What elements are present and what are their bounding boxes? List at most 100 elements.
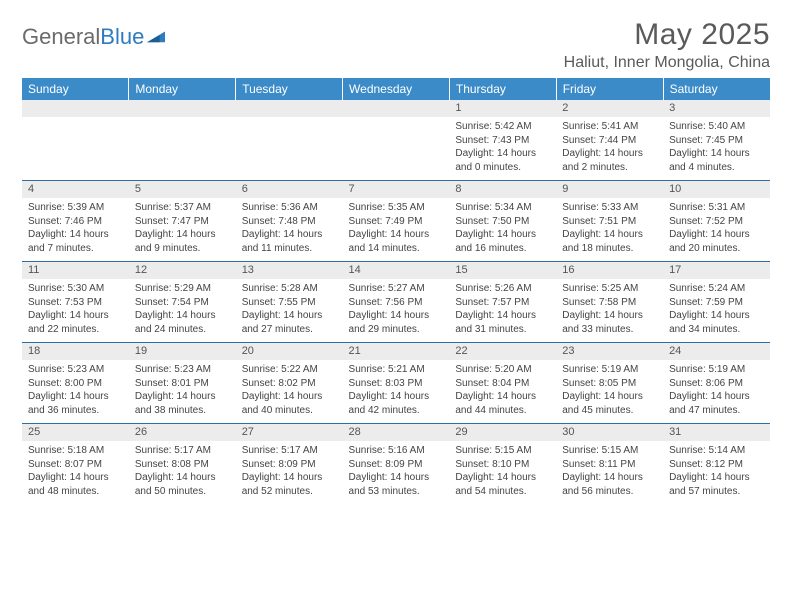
- day-body: Sunrise: 5:29 AMSunset: 7:54 PMDaylight:…: [129, 279, 236, 342]
- calendar-cell: 9Sunrise: 5:33 AMSunset: 7:51 PMDaylight…: [556, 181, 663, 262]
- day-number: 22: [449, 343, 556, 360]
- calendar-cell: 20Sunrise: 5:22 AMSunset: 8:02 PMDayligh…: [236, 343, 343, 424]
- day-body: Sunrise: 5:17 AMSunset: 8:09 PMDaylight:…: [236, 441, 343, 504]
- calendar-cell: 18Sunrise: 5:23 AMSunset: 8:00 PMDayligh…: [22, 343, 129, 424]
- calendar-cell: 21Sunrise: 5:21 AMSunset: 8:03 PMDayligh…: [343, 343, 450, 424]
- day-body: [343, 117, 450, 175]
- calendar-cell: 5Sunrise: 5:37 AMSunset: 7:47 PMDaylight…: [129, 181, 236, 262]
- location-label: Haliut, Inner Mongolia, China: [564, 54, 770, 72]
- day-body: Sunrise: 5:36 AMSunset: 7:48 PMDaylight:…: [236, 198, 343, 261]
- day-body: Sunrise: 5:41 AMSunset: 7:44 PMDaylight:…: [556, 117, 663, 180]
- calendar-cell: 1Sunrise: 5:42 AMSunset: 7:43 PMDaylight…: [449, 100, 556, 181]
- logo-triangle-icon: [147, 29, 165, 43]
- calendar-row: 18Sunrise: 5:23 AMSunset: 8:00 PMDayligh…: [22, 343, 770, 424]
- day-body: Sunrise: 5:15 AMSunset: 8:10 PMDaylight:…: [449, 441, 556, 504]
- brand-logo: GeneralBlue: [22, 18, 165, 50]
- day-body: Sunrise: 5:16 AMSunset: 8:09 PMDaylight:…: [343, 441, 450, 504]
- calendar-cell: 3Sunrise: 5:40 AMSunset: 7:45 PMDaylight…: [663, 100, 770, 181]
- day-body: Sunrise: 5:18 AMSunset: 8:07 PMDaylight:…: [22, 441, 129, 504]
- day-number: 29: [449, 424, 556, 441]
- day-number: 13: [236, 262, 343, 279]
- calendar-cell: 10Sunrise: 5:31 AMSunset: 7:52 PMDayligh…: [663, 181, 770, 262]
- day-number: 15: [449, 262, 556, 279]
- calendar-cell: 27Sunrise: 5:17 AMSunset: 8:09 PMDayligh…: [236, 424, 343, 505]
- calendar-cell: 4Sunrise: 5:39 AMSunset: 7:46 PMDaylight…: [22, 181, 129, 262]
- calendar-row: 1Sunrise: 5:42 AMSunset: 7:43 PMDaylight…: [22, 100, 770, 181]
- day-number: 5: [129, 181, 236, 198]
- day-body: Sunrise: 5:39 AMSunset: 7:46 PMDaylight:…: [22, 198, 129, 261]
- day-body: [236, 117, 343, 175]
- calendar-table: SundayMondayTuesdayWednesdayThursdayFrid…: [22, 78, 770, 504]
- calendar-cell: 6Sunrise: 5:36 AMSunset: 7:48 PMDaylight…: [236, 181, 343, 262]
- calendar-cell: 11Sunrise: 5:30 AMSunset: 7:53 PMDayligh…: [22, 262, 129, 343]
- calendar-cell: 26Sunrise: 5:17 AMSunset: 8:08 PMDayligh…: [129, 424, 236, 505]
- day-body: [22, 117, 129, 175]
- calendar-cell: 30Sunrise: 5:15 AMSunset: 8:11 PMDayligh…: [556, 424, 663, 505]
- calendar-cell: 16Sunrise: 5:25 AMSunset: 7:58 PMDayligh…: [556, 262, 663, 343]
- calendar-body: 1Sunrise: 5:42 AMSunset: 7:43 PMDaylight…: [22, 100, 770, 504]
- header: GeneralBlue May 2025 Haliut, Inner Mongo…: [22, 18, 770, 72]
- day-number: 20: [236, 343, 343, 360]
- day-number: 4: [22, 181, 129, 198]
- day-body: Sunrise: 5:19 AMSunset: 8:05 PMDaylight:…: [556, 360, 663, 423]
- day-body: Sunrise: 5:23 AMSunset: 8:01 PMDaylight:…: [129, 360, 236, 423]
- day-number: 11: [22, 262, 129, 279]
- day-body: Sunrise: 5:23 AMSunset: 8:00 PMDaylight:…: [22, 360, 129, 423]
- brand-name-1: General: [22, 24, 100, 50]
- weekday-header: Friday: [556, 78, 663, 100]
- calendar-cell: 19Sunrise: 5:23 AMSunset: 8:01 PMDayligh…: [129, 343, 236, 424]
- calendar-page: GeneralBlue May 2025 Haliut, Inner Mongo…: [0, 0, 792, 514]
- day-number: 6: [236, 181, 343, 198]
- day-body: Sunrise: 5:19 AMSunset: 8:06 PMDaylight:…: [663, 360, 770, 423]
- day-body: Sunrise: 5:20 AMSunset: 8:04 PMDaylight:…: [449, 360, 556, 423]
- calendar-row: 4Sunrise: 5:39 AMSunset: 7:46 PMDaylight…: [22, 181, 770, 262]
- day-number: 28: [343, 424, 450, 441]
- calendar-header-row: SundayMondayTuesdayWednesdayThursdayFrid…: [22, 78, 770, 100]
- calendar-cell-empty: [236, 100, 343, 181]
- day-body: Sunrise: 5:35 AMSunset: 7:49 PMDaylight:…: [343, 198, 450, 261]
- day-number: 7: [343, 181, 450, 198]
- day-number: 30: [556, 424, 663, 441]
- weekday-header: Monday: [129, 78, 236, 100]
- calendar-cell: 12Sunrise: 5:29 AMSunset: 7:54 PMDayligh…: [129, 262, 236, 343]
- calendar-row: 25Sunrise: 5:18 AMSunset: 8:07 PMDayligh…: [22, 424, 770, 505]
- brand-name-2: Blue: [100, 24, 144, 50]
- day-body: Sunrise: 5:42 AMSunset: 7:43 PMDaylight:…: [449, 117, 556, 180]
- day-body: Sunrise: 5:15 AMSunset: 8:11 PMDaylight:…: [556, 441, 663, 504]
- weekday-header: Wednesday: [343, 78, 450, 100]
- calendar-cell: 14Sunrise: 5:27 AMSunset: 7:56 PMDayligh…: [343, 262, 450, 343]
- day-number: 3: [663, 100, 770, 117]
- weekday-header: Tuesday: [236, 78, 343, 100]
- day-body: Sunrise: 5:27 AMSunset: 7:56 PMDaylight:…: [343, 279, 450, 342]
- day-number: 18: [22, 343, 129, 360]
- calendar-cell: 7Sunrise: 5:35 AMSunset: 7:49 PMDaylight…: [343, 181, 450, 262]
- day-number: 27: [236, 424, 343, 441]
- day-number: [22, 100, 129, 117]
- day-number: 21: [343, 343, 450, 360]
- weekday-header: Sunday: [22, 78, 129, 100]
- day-number: 12: [129, 262, 236, 279]
- day-body: Sunrise: 5:17 AMSunset: 8:08 PMDaylight:…: [129, 441, 236, 504]
- day-body: Sunrise: 5:22 AMSunset: 8:02 PMDaylight:…: [236, 360, 343, 423]
- calendar-cell: 23Sunrise: 5:19 AMSunset: 8:05 PMDayligh…: [556, 343, 663, 424]
- calendar-cell-empty: [343, 100, 450, 181]
- calendar-cell: 29Sunrise: 5:15 AMSunset: 8:10 PMDayligh…: [449, 424, 556, 505]
- day-number: 23: [556, 343, 663, 360]
- calendar-cell: 24Sunrise: 5:19 AMSunset: 8:06 PMDayligh…: [663, 343, 770, 424]
- day-number: 25: [22, 424, 129, 441]
- calendar-cell-empty: [22, 100, 129, 181]
- day-number: 8: [449, 181, 556, 198]
- day-body: Sunrise: 5:14 AMSunset: 8:12 PMDaylight:…: [663, 441, 770, 504]
- day-number: 16: [556, 262, 663, 279]
- day-body: Sunrise: 5:21 AMSunset: 8:03 PMDaylight:…: [343, 360, 450, 423]
- day-number: 1: [449, 100, 556, 117]
- day-body: Sunrise: 5:37 AMSunset: 7:47 PMDaylight:…: [129, 198, 236, 261]
- day-number: 14: [343, 262, 450, 279]
- day-number: 9: [556, 181, 663, 198]
- day-number: [343, 100, 450, 117]
- calendar-cell: 28Sunrise: 5:16 AMSunset: 8:09 PMDayligh…: [343, 424, 450, 505]
- day-body: Sunrise: 5:25 AMSunset: 7:58 PMDaylight:…: [556, 279, 663, 342]
- day-number: 24: [663, 343, 770, 360]
- day-body: Sunrise: 5:40 AMSunset: 7:45 PMDaylight:…: [663, 117, 770, 180]
- month-title: May 2025: [564, 18, 770, 52]
